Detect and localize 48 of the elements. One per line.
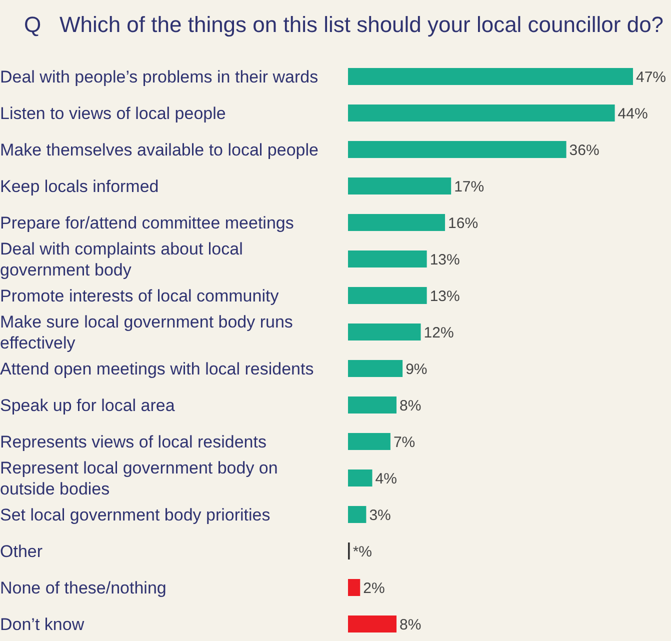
- y-tick-label: Deal with complaints about local government body: [0, 239, 243, 280]
- data-label: 17%: [454, 178, 484, 196]
- data-label: 36%: [569, 142, 600, 159]
- data-label: 8%: [400, 616, 422, 634]
- bar: [348, 579, 360, 596]
- bar: [348, 506, 366, 523]
- data-label: 9%: [406, 360, 428, 378]
- data-label: 13%: [430, 251, 460, 268]
- bar: [348, 324, 421, 340]
- y-tick-label: Don’t know: [0, 614, 85, 634]
- y-tick-label: Represent local government body on outside bodies: [0, 458, 278, 498]
- y-tick-label: Keep locals informed: [0, 176, 159, 196]
- data-label: 44%: [618, 105, 648, 122]
- data-label: 7%: [393, 434, 416, 451]
- y-tick-label: Prepare for/attend committee meetings: [0, 213, 294, 232]
- bar: [348, 396, 397, 414]
- data-label: 8%: [400, 397, 422, 414]
- data-label: 16%: [448, 214, 478, 232]
- chart-title: Q Which of the things on this list should your local councillor do?: [23, 11, 665, 39]
- y-tick-label: Make themselves available to local people: [0, 140, 318, 160]
- bar: [348, 616, 397, 632]
- y-tick-label: None of these/nothing: [0, 578, 166, 598]
- data-label: 47%: [636, 68, 666, 86]
- y-tick-label: Speak up for local area: [0, 396, 176, 415]
- bar: [348, 141, 566, 158]
- y-tick-label: Set local government body priorities: [0, 505, 270, 524]
- data-label: 13%: [430, 288, 460, 305]
- bar: [348, 178, 452, 194]
- bar: [348, 214, 446, 231]
- data-label: *%: [352, 543, 372, 560]
- y-tick-label: Listen to views of local people: [0, 104, 226, 123]
- bar: [348, 360, 403, 377]
- data-label: 12%: [424, 324, 454, 342]
- bar: [348, 287, 427, 304]
- bar: [348, 68, 633, 85]
- data-label: 3%: [369, 506, 391, 524]
- y-tick-label: Attend open meetings with local residents: [0, 359, 314, 378]
- data-label: 2%: [363, 580, 385, 597]
- bar: [348, 433, 390, 450]
- y-tick-label: Promote interests of local community: [0, 286, 280, 306]
- bar: [348, 104, 615, 122]
- bar: [348, 470, 372, 486]
- y-tick-label: Make sure local government body runs effectively: [0, 312, 293, 352]
- data-label: 4%: [375, 470, 397, 488]
- y-tick-label: Deal with people’s problems in their wards: [0, 67, 318, 86]
- y-tick-label: Represents views of local residents: [0, 432, 266, 452]
- bar: [348, 250, 427, 268]
- y-tick-label: Other: [0, 542, 43, 561]
